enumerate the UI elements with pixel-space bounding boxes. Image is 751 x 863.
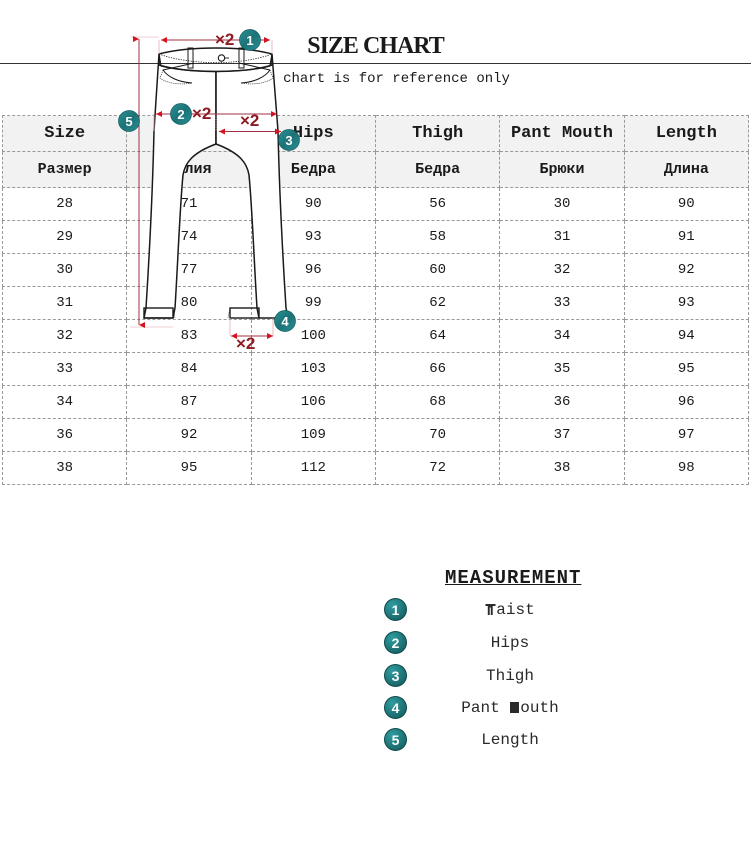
svg-text:×2: ×2 (236, 334, 255, 353)
svg-text:3: 3 (285, 133, 292, 148)
svg-text:×2: ×2 (215, 30, 234, 49)
svg-text:4: 4 (281, 314, 289, 329)
svg-text:×2: ×2 (192, 104, 211, 123)
svg-text:×2: ×2 (240, 111, 259, 130)
svg-text:1: 1 (246, 33, 253, 48)
svg-text:2: 2 (177, 107, 184, 122)
svg-text:5: 5 (125, 114, 132, 129)
